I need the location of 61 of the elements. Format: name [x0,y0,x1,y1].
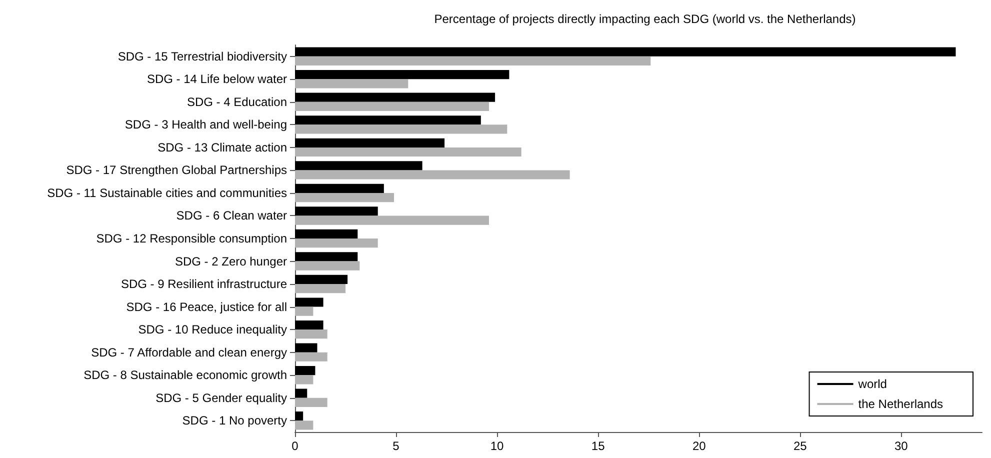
y-tick-label: SDG - 1 No poverty [182,414,287,428]
bar [295,161,422,170]
y-tick-label: SDG - 8 Sustainable economic growth [84,368,287,382]
bar [295,138,445,148]
bar [295,216,489,225]
y-tick-label: SDG - 3 Health and well-being [124,118,287,132]
bar [295,238,378,248]
bar [295,102,489,112]
y-tick-label: SDG - 11 Sustainable cities and communities [47,186,287,200]
bar [295,56,651,66]
y-tick-label: SDG - 7 Affordable and clean energy [91,345,287,360]
bar [295,47,956,56]
bar [295,79,408,88]
chart-title: Percentage of projects directly impacting each SDG (world vs. the Netherlands) [434,12,856,26]
x-tick-label: 30 [894,439,908,453]
bar [295,398,328,407]
bar [295,116,481,125]
bar [295,206,378,216]
y-tick-label: SDG - 15 Terrestrial biodiversity [118,49,287,64]
x-tick-label: 15 [591,439,606,453]
y-tick-label: SDG - 12 Responsible consumption [96,232,287,246]
legend-label: the Netherlands [858,397,944,411]
y-tick-label: SDG - 17 Strengthen Global Partnerships [66,163,287,178]
x-tick-label: 5 [392,439,400,453]
y-tick-label: SDG - 2 Zero hunger [174,254,287,268]
bar [295,147,522,157]
bar [295,229,358,238]
bar [295,261,360,270]
bar [295,352,328,362]
bar [295,306,314,316]
x-tick-label: 20 [692,439,706,453]
bar [295,420,314,430]
bar [295,412,304,421]
bar [295,184,384,193]
bar [295,320,324,330]
y-tick-label: SDG - 5 Gender equality [156,390,287,405]
x-tick-label: 0 [292,439,299,453]
bar [295,388,308,398]
bar [295,124,508,134]
bar [295,192,394,202]
x-tick-label: 10 [490,439,504,453]
y-tick-label: SDG - 6 Clean water [176,208,287,223]
x-tick-label: 25 [793,439,808,453]
y-tick-label: SDG - 9 Resilient infrastructure [120,277,288,292]
bar [295,375,314,384]
bar [295,274,348,284]
y-tick-label: SDG - 14 Life below water [146,72,288,86]
bar [295,330,328,339]
bar [295,366,316,376]
bar [295,170,570,180]
y-tick-label: SDG - 10 Reduce inequality [138,322,287,337]
bar [295,92,496,102]
bar [295,343,318,352]
bar [295,70,510,80]
bar [295,298,324,307]
y-tick-label: SDG - 4 Education [186,94,287,109]
legend-label: world [857,377,887,391]
bar [295,252,358,262]
bar [295,284,346,294]
y-tick-label: SDG - 16 Peace, justice for all [126,300,287,314]
y-tick-label: SDG - 13 Climate action [158,140,287,154]
